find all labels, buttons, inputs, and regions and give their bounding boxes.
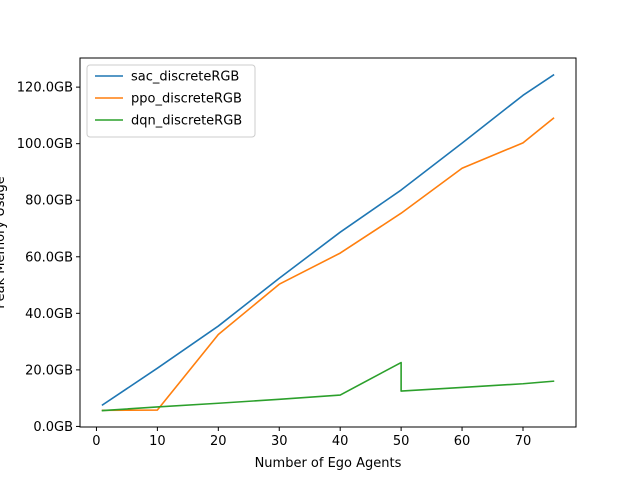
legend-entry-sac_discreteRGB: sac_discreteRGB <box>131 70 239 85</box>
series-line-sac_discreteRGB <box>101 73 555 407</box>
y-tick-label: 20.0GB <box>25 363 73 378</box>
series-line-ppo_discreteRGB <box>101 117 555 412</box>
x-tick-label: 70 <box>515 434 532 449</box>
legend-entry-dqn_discreteRGB: dqn_discreteRGB <box>131 114 242 129</box>
y-tick-label: 80.0GB <box>25 194 73 209</box>
y-axis-label: Peak Memory Usage <box>0 176 8 309</box>
x-tick-label: 10 <box>149 434 166 449</box>
legend: sac_discreteRGB ppo_discreteRGB dqn_discre… <box>86 64 256 138</box>
legend-entry-ppo_discreteRGB: ppo_discreteRGB <box>131 92 242 107</box>
x-axis-label: Number of Ego Agents <box>255 456 402 471</box>
x-tick-label: 30 <box>271 434 288 449</box>
x-tick-label: 0 <box>92 434 100 449</box>
x-tick-label: 40 <box>332 434 349 449</box>
x-tick-label: 20 <box>210 434 227 449</box>
x-tick-label: 50 <box>393 434 410 449</box>
y-tick-label: 40.0GB <box>25 307 73 322</box>
legend-box <box>86 64 256 138</box>
y-tick-label: 0.0GB <box>33 420 73 435</box>
x-tick-label: 60 <box>454 434 471 449</box>
y-tick-label: 60.0GB <box>25 250 73 265</box>
y-tick-label: 100.0GB <box>17 137 73 152</box>
y-axis-ticks: 0.0GB 20.0GB 40.0GB 60.0GB 80.0GB 100.0GB 120.… <box>17 81 80 435</box>
series-lines <box>101 73 555 412</box>
y-tick-label: 120.0GB <box>17 81 73 96</box>
series-line-dqn_discreteRGB <box>101 361 555 412</box>
plot-area-frame <box>79 57 577 428</box>
x-axis-ticks: 0 10 20 30 40 50 60 70 <box>92 427 531 449</box>
